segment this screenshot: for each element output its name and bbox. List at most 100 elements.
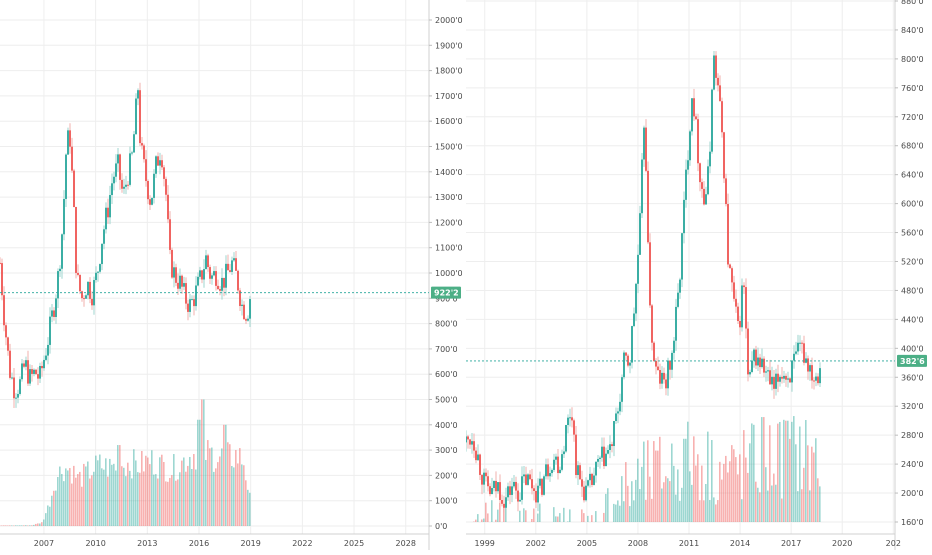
candle-body bbox=[781, 377, 783, 379]
volume-bar bbox=[207, 440, 209, 526]
price-tick-label: 280'0 bbox=[901, 431, 924, 440]
candle-body bbox=[759, 358, 761, 368]
price-tick-label: 320'0 bbox=[901, 402, 924, 411]
left-price-chart[interactable]: 0'0100'0200'0300'0400'0500'0600'0700'080… bbox=[0, 0, 466, 550]
candle-body bbox=[769, 370, 771, 384]
volume-bar bbox=[29, 525, 31, 526]
volume-bar bbox=[631, 481, 633, 522]
candle-body bbox=[245, 319, 247, 321]
candle-body bbox=[0, 263, 1, 264]
volume-bar bbox=[219, 456, 221, 526]
candle-body bbox=[171, 250, 173, 278]
volume-bar bbox=[815, 438, 817, 522]
candle-body bbox=[101, 244, 103, 264]
candle-body bbox=[165, 179, 167, 195]
volume-bar bbox=[699, 500, 701, 522]
candle-body bbox=[491, 488, 493, 494]
volume-bar bbox=[191, 469, 193, 526]
volume-bar bbox=[591, 515, 593, 522]
volume-bar bbox=[239, 448, 241, 526]
candle-body bbox=[545, 464, 547, 476]
volume-bar bbox=[813, 453, 815, 522]
candle-body bbox=[133, 134, 135, 152]
price-tick-label: 1200'0 bbox=[435, 218, 463, 227]
candle-body bbox=[83, 298, 85, 299]
volume-bar bbox=[149, 464, 151, 526]
volume-bar bbox=[615, 505, 617, 522]
candle-body bbox=[553, 460, 555, 470]
time-tick-label: 2028 bbox=[396, 539, 416, 548]
candle-body bbox=[89, 282, 91, 299]
right-price-chart[interactable]: 160'0200'0240'0280'0320'0360'0400'0440'0… bbox=[466, 0, 932, 550]
volume-bar bbox=[37, 523, 39, 526]
candle-body bbox=[527, 474, 529, 485]
candle-body bbox=[475, 451, 477, 460]
volume-bar bbox=[719, 462, 721, 522]
candle-body bbox=[699, 163, 701, 182]
volume-bar bbox=[563, 508, 565, 522]
candle-body bbox=[17, 394, 19, 398]
candle-body bbox=[9, 351, 11, 378]
volume-bar bbox=[525, 510, 527, 522]
volume-bar bbox=[117, 445, 119, 526]
volume-bar bbox=[63, 481, 65, 526]
volume-bar bbox=[101, 468, 103, 526]
volume-bar bbox=[151, 450, 153, 526]
candle-body bbox=[807, 358, 809, 371]
volume-bar bbox=[53, 491, 55, 526]
volume-bar bbox=[49, 507, 51, 526]
candle-body bbox=[643, 128, 645, 160]
candle-body bbox=[647, 171, 649, 242]
candle-body bbox=[147, 181, 149, 199]
volume-bar bbox=[675, 495, 677, 522]
candle-body bbox=[3, 295, 5, 325]
volume-bar bbox=[791, 422, 793, 522]
volume-bar bbox=[761, 417, 763, 522]
candle-body bbox=[583, 487, 585, 501]
volume-bar bbox=[713, 497, 715, 522]
price-tick-label: 1000'0 bbox=[435, 269, 463, 278]
volume-bar bbox=[135, 460, 137, 526]
volume-bar bbox=[683, 439, 685, 522]
volume-bar bbox=[133, 449, 135, 526]
volume-bar bbox=[3, 525, 5, 526]
candle-body bbox=[87, 282, 89, 295]
volume-bar bbox=[33, 525, 35, 526]
candle-body bbox=[809, 365, 811, 371]
candle-body bbox=[177, 283, 179, 289]
candle-body bbox=[149, 199, 151, 205]
candle-body bbox=[95, 273, 97, 280]
candle-body bbox=[233, 258, 235, 260]
volume-bar bbox=[681, 488, 683, 522]
volume-bar bbox=[569, 509, 571, 522]
volume-bar bbox=[125, 476, 127, 526]
volume-bar bbox=[805, 420, 807, 522]
candle-body bbox=[717, 78, 719, 85]
volume-bar bbox=[129, 471, 131, 526]
candle-body bbox=[705, 194, 707, 204]
volume-bar bbox=[111, 465, 113, 526]
price-tick-label: 600'0 bbox=[435, 370, 458, 379]
volume-bar bbox=[47, 505, 49, 526]
candle-body bbox=[477, 454, 479, 460]
volume-bar bbox=[93, 472, 95, 526]
volume-bar bbox=[31, 525, 33, 526]
volume-bar bbox=[123, 468, 125, 526]
candle-body bbox=[533, 488, 535, 491]
volume-bar bbox=[163, 462, 165, 526]
volume-bar bbox=[733, 449, 735, 522]
candle-body bbox=[559, 470, 561, 473]
candle-body bbox=[603, 447, 605, 466]
volume-bar bbox=[171, 475, 173, 526]
volume-bar bbox=[177, 479, 179, 526]
price-tick-label: 300'0 bbox=[435, 446, 458, 455]
volume-bar bbox=[677, 469, 679, 522]
volume-bar bbox=[671, 444, 673, 522]
candle-body bbox=[129, 153, 131, 185]
candle-body bbox=[601, 447, 603, 458]
candle-body bbox=[725, 178, 727, 204]
candle-body bbox=[787, 378, 789, 379]
candle-body bbox=[593, 476, 595, 485]
